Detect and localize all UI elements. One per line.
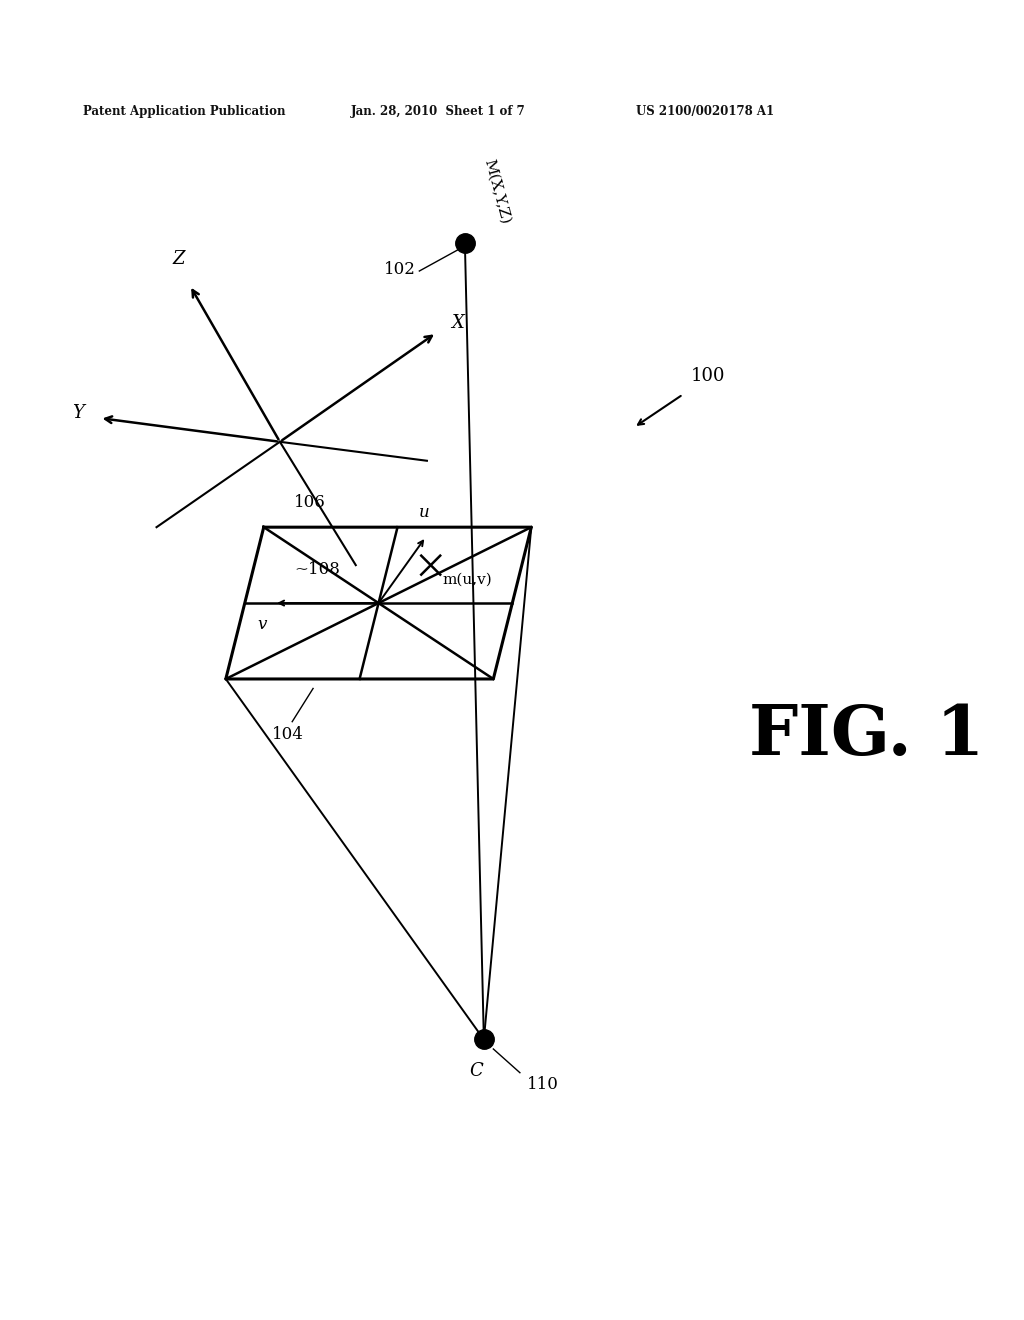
Text: 100: 100 <box>690 367 725 385</box>
Text: US 2100/0020178 A1: US 2100/0020178 A1 <box>636 106 774 117</box>
Text: FIG. 1: FIG. 1 <box>750 702 985 770</box>
Text: 104: 104 <box>271 726 303 743</box>
Text: Y: Y <box>73 404 84 422</box>
Text: m(u,v): m(u,v) <box>442 573 492 586</box>
Text: v: v <box>257 616 266 634</box>
Text: 110: 110 <box>526 1076 558 1093</box>
Text: C: C <box>469 1063 483 1080</box>
Text: ~108: ~108 <box>294 561 340 578</box>
Text: Patent Application Publication: Patent Application Publication <box>84 106 286 117</box>
Text: u: u <box>419 504 429 521</box>
Text: Z: Z <box>172 251 184 268</box>
Text: X: X <box>452 314 465 333</box>
Text: 106: 106 <box>294 494 326 511</box>
Text: Jan. 28, 2010  Sheet 1 of 7: Jan. 28, 2010 Sheet 1 of 7 <box>351 106 525 117</box>
Text: M(X,Y,Z): M(X,Y,Z) <box>482 157 513 226</box>
Text: 102: 102 <box>384 260 416 277</box>
